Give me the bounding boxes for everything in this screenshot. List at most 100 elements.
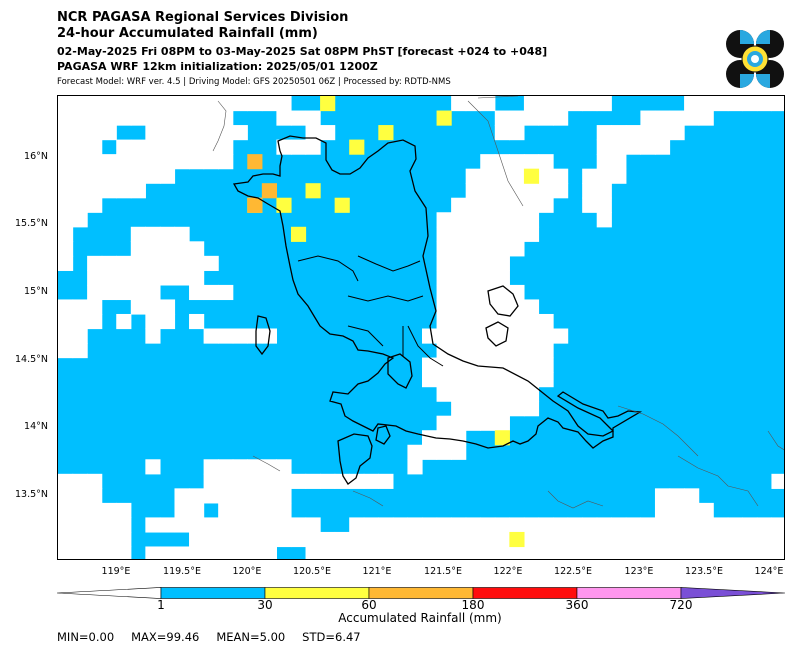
rain-cell [203, 284, 219, 301]
rain-cell [87, 473, 103, 489]
rain-cell [320, 473, 336, 489]
rain-cell [698, 517, 714, 533]
lat-tick-label: 15°N [24, 286, 48, 297]
rain-cell [232, 125, 248, 141]
rain-cell [72, 183, 88, 199]
rain-cell [611, 531, 627, 548]
rain-cell [538, 343, 554, 359]
rain-cell [276, 488, 292, 504]
rain-cell [101, 546, 117, 559]
rain-cell [247, 502, 263, 519]
rain-cell [290, 473, 307, 489]
rain-cell [567, 546, 583, 559]
rain-cell [451, 284, 467, 301]
rain-cell [480, 241, 496, 257]
rain-cell [451, 444, 467, 460]
rain-cell [538, 313, 554, 330]
lon-tick-label: 123.5°E [685, 566, 723, 577]
rain-cell [465, 168, 481, 184]
rain-cell [72, 139, 88, 155]
rain-cell [174, 502, 190, 519]
rain-cell [159, 110, 176, 126]
rain-cell [465, 357, 481, 373]
rain-cell [232, 328, 248, 344]
rain-cell [101, 284, 117, 301]
rain-cell [596, 154, 612, 170]
rain-cell [116, 270, 132, 286]
rain-cell [654, 517, 671, 533]
rain-cell [538, 372, 554, 388]
rain-cell [509, 154, 525, 170]
lat-tick-label: 14°N [24, 421, 48, 432]
rain-cell [480, 226, 496, 242]
rain-cell [436, 313, 452, 330]
rain-cell [538, 197, 554, 213]
rain-cell [553, 328, 569, 344]
rain-cell [756, 546, 773, 559]
rain-cell [218, 96, 234, 112]
rain-cell [494, 125, 510, 141]
lon-tick-label: 120.5°E [293, 566, 331, 577]
rain-cell [582, 183, 598, 199]
rain-cell [538, 183, 554, 199]
rain-cell [189, 255, 205, 271]
rain-cell [451, 299, 467, 315]
rain-cell [451, 372, 467, 388]
rain-cell [582, 168, 598, 184]
rain-cell [640, 531, 656, 548]
rain-cell [87, 284, 103, 301]
rain-cell [698, 110, 714, 126]
rain-cell [698, 546, 714, 559]
rain-cell [145, 96, 161, 112]
rain-cell [174, 125, 190, 141]
rain-cell [101, 168, 117, 184]
rain-cell [422, 531, 438, 548]
rain-cell [451, 313, 467, 330]
lon-tick-label: 124°E [754, 566, 784, 577]
rain-cell [640, 110, 656, 126]
rain-cell [290, 226, 307, 242]
rain-cell [130, 183, 146, 199]
rain-cell [436, 110, 452, 126]
rain-cell [101, 270, 117, 286]
rain-cell [87, 517, 103, 533]
rain-cell [494, 299, 510, 315]
rain-cell [72, 168, 88, 184]
rain-cell [669, 531, 685, 548]
rain-cell [116, 96, 132, 112]
rain-cell [145, 168, 161, 184]
rain-cell [509, 401, 525, 417]
rain-cell [451, 357, 467, 373]
rain-cell [669, 110, 685, 126]
rain-cell [494, 343, 510, 359]
rain-cell [189, 241, 205, 257]
rain-cell [727, 531, 743, 548]
rain-cell [436, 343, 452, 359]
rain-cell [87, 531, 103, 548]
rain-cell [451, 546, 467, 559]
rain-cell [276, 473, 292, 489]
rain-cell [72, 473, 88, 489]
rain-cell [494, 546, 510, 559]
rain-cell [625, 517, 641, 533]
rain-cell [771, 517, 784, 533]
rain-cell [523, 517, 540, 533]
rain-cell [509, 110, 525, 126]
lon-tick-label: 119.5°E [163, 566, 201, 577]
polillo-coast [485, 321, 509, 347]
rain-cell [58, 517, 74, 533]
rain-cell [261, 517, 277, 533]
rain-cell [189, 517, 205, 533]
rain-cell [232, 502, 248, 519]
rain-cell [145, 110, 161, 126]
rain-cell [174, 241, 190, 257]
rain-cell [596, 212, 612, 228]
rain-cell [509, 357, 525, 373]
rain-cell [189, 284, 205, 301]
rain-cell [72, 125, 88, 141]
rain-cell [727, 546, 743, 559]
rain-cell [640, 125, 656, 141]
rain-cell [232, 531, 248, 548]
rain-cell [480, 299, 496, 315]
rain-cell [159, 313, 176, 330]
